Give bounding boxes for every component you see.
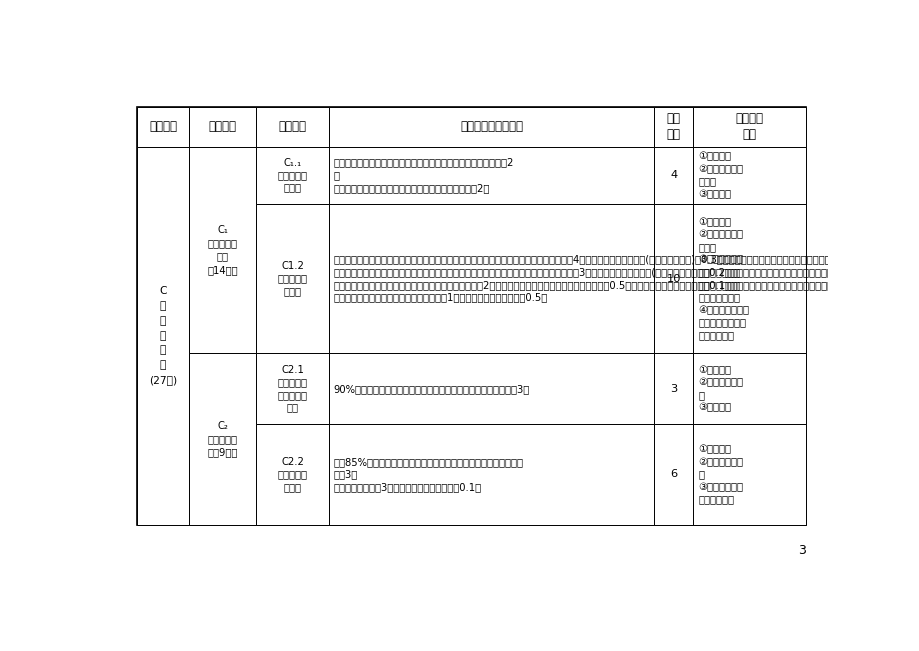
Text: 4: 4 bbox=[670, 170, 676, 180]
Bar bbox=[693, 353, 805, 424]
Bar bbox=[137, 107, 189, 146]
Bar bbox=[693, 204, 805, 353]
Text: ①听取汇报
②召开学生座谈
会
③随机测查: ①听取汇报 ②召开学生座谈 会 ③随机测查 bbox=[698, 365, 743, 413]
Text: ①听取汇报
②召开学生座谈
会
③随机测查，抽
检学生作业等: ①听取汇报 ②召开学生座谈 会 ③随机测查，抽 检学生作业等 bbox=[698, 444, 743, 505]
Bar bbox=[653, 424, 693, 525]
Bar bbox=[137, 107, 805, 525]
Bar bbox=[255, 204, 329, 353]
Bar bbox=[255, 353, 329, 424]
Bar bbox=[653, 353, 693, 424]
Bar bbox=[329, 107, 653, 146]
Text: ①听取汇报
②查阅文件等档
案资料
③随机听课检查
板书，查阅批改
的作业、书写评
语、小学教案等
④随机抒查公文、
校报（刷）、自编
教材、印章等: ①听取汇报 ②查阅文件等档 案资料 ③随机听课检查 板书，查阅批改 的作业、书写… bbox=[698, 217, 748, 340]
Text: 主要评估
方式: 主要评估 方式 bbox=[735, 113, 763, 141]
Text: 最高
分値: 最高 分値 bbox=[666, 113, 680, 141]
Text: ①听取汇报
②查阅文件等档
案资料
③坐谈调查: ①听取汇报 ②查阅文件等档 案资料 ③坐谈调查 bbox=[698, 151, 743, 199]
Bar bbox=[255, 107, 329, 146]
Text: 一级指标: 一级指标 bbox=[149, 120, 176, 133]
Bar bbox=[189, 353, 255, 525]
Text: C
用
字
规
范
化
(27分): C 用 字 规 范 化 (27分) bbox=[149, 286, 176, 385]
Text: 90%以上的学生能够正确分辨其识字范围内的规范字和不规范字。3分: 90%以上的学生能够正确分辨其识字范围内的规范字和不规范字。3分 bbox=[333, 383, 528, 394]
Bar bbox=[137, 146, 189, 525]
Text: 3: 3 bbox=[798, 544, 805, 557]
Bar bbox=[189, 107, 255, 146]
Bar bbox=[255, 424, 329, 525]
Text: 10: 10 bbox=[666, 273, 680, 283]
Text: C2.2
汉字应用能
力较好: C2.2 汉字应用能 力较好 bbox=[278, 457, 307, 492]
Bar bbox=[693, 107, 805, 146]
Text: 三级指标: 三级指标 bbox=[278, 120, 306, 133]
Text: ⑹语文（中文）教师熟练掌握汉字规范标准，并能规范使用汉字。2
分
⑺非语文教师知晓汉字规范标准，并能规范使用汉字。2分: ⑹语文（中文）教师熟练掌握汉字规范标准，并能规范使用汉字。2 分 ⑺非语文教师知… bbox=[333, 158, 513, 193]
Bar bbox=[329, 424, 653, 525]
Bar bbox=[329, 146, 653, 204]
Bar bbox=[693, 146, 805, 204]
Bar bbox=[329, 353, 653, 424]
Bar bbox=[653, 146, 693, 204]
Text: ⑹语文（中文）教师的板书、批改作业、教案（小学）、书写评语及制作试卷等用字规范，4分。每出现一个不规范字(因教学需要除外)扣0.3分；标点、符号和数码使用不规范: ⑹语文（中文）教师的板书、批改作业、教案（小学）、书写评语及制作试卷等用字规范，… bbox=[333, 255, 872, 302]
Bar bbox=[653, 107, 693, 146]
Text: 二级指标: 二级指标 bbox=[209, 120, 236, 133]
Text: ⑹＇85%以上的小学生、师范生能正确书写所学汉字，字形、笔顺规
范。3分
⑺作业用字规范，3分。每出现一个不规范字扣0.1分: ⑹＇85%以上的小学生、师范生能正确书写所学汉字，字形、笔顺规 范。3分 ⑺作业… bbox=[333, 457, 523, 492]
Bar bbox=[693, 424, 805, 525]
Text: 6: 6 bbox=[670, 469, 676, 479]
Text: C₁
教职工用字
规范
（14分）: C₁ 教职工用字 规范 （14分） bbox=[207, 225, 237, 275]
Bar bbox=[329, 204, 653, 353]
Bar bbox=[255, 146, 329, 204]
Bar bbox=[189, 146, 255, 353]
Text: C₂
学生用字规
范（9分）: C₂ 学生用字规 范（9分） bbox=[207, 421, 237, 457]
Text: 3: 3 bbox=[670, 383, 676, 394]
Text: C1.2
正确使用规
范汉字: C1.2 正确使用规 范汉字 bbox=[278, 261, 307, 296]
Text: C₁.₁
掌握汉字规
范标准: C₁.₁ 掌握汉字规 范标准 bbox=[278, 158, 307, 193]
Text: 评估要素及评分标准: 评估要素及评分标准 bbox=[460, 120, 523, 133]
Text: C2.1
掌握识字范
围内的规范
汉字: C2.1 掌握识字范 围内的规范 汉字 bbox=[278, 365, 307, 412]
Bar bbox=[653, 204, 693, 353]
